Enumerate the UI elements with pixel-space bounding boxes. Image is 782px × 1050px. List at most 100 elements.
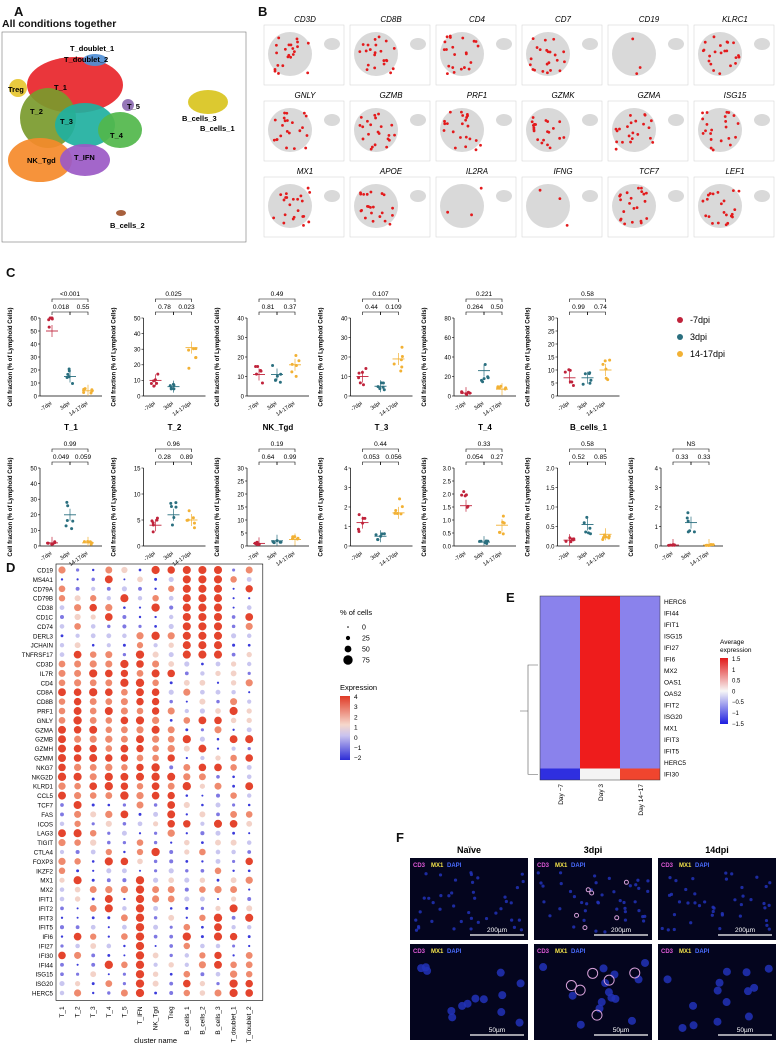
dot-plot-dot <box>153 934 158 939</box>
dot-plot-dot <box>120 707 128 715</box>
dot-plot-dot <box>168 652 174 658</box>
dot-plot-dot <box>137 821 143 827</box>
dot-plot-dot <box>169 991 174 995</box>
dot-plot-dot <box>120 914 128 922</box>
fraction-xtick: -7dpi <box>40 401 53 413</box>
dot-cluster-label: B_cells_3 <box>215 1006 222 1035</box>
dot-plot-dot <box>230 792 237 799</box>
dot-plot-dot <box>104 613 113 621</box>
dot-plot-dot <box>231 633 237 639</box>
heatmap-cell <box>580 607 620 619</box>
dot-plot-dot <box>169 934 174 939</box>
fraction-xtick: 3dpi <box>266 551 278 562</box>
fraction-xtick: -7dpi <box>557 401 570 413</box>
dot-plot-dot <box>60 972 64 977</box>
dot-plot-dot <box>182 650 191 659</box>
fraction-xtick: 3dpi <box>680 551 692 562</box>
fraction-xtick: -7dpi <box>143 551 156 563</box>
dot-plot-dot <box>92 869 95 872</box>
fraction-ylabel: Cell fraction (% of Lymphoid Cells) <box>112 457 118 556</box>
fraction-point <box>392 362 396 366</box>
fraction-ytick: 0 <box>241 394 245 400</box>
fraction-point <box>275 374 279 378</box>
fraction-xtick: 3dpi <box>163 401 175 412</box>
fraction-point <box>499 384 503 388</box>
dot-plot-dot <box>105 810 113 819</box>
dot-plot-dot <box>74 820 81 827</box>
fraction-point <box>400 345 404 349</box>
dot-plot-dot <box>168 661 175 667</box>
fraction-point <box>294 354 298 358</box>
dot-plot-dot <box>185 832 188 835</box>
dot-plot-dot <box>182 594 191 603</box>
feature-gene-label: TCF7 <box>639 167 660 176</box>
color-legend-label: 4 <box>354 694 358 701</box>
heatmap-cell <box>620 745 660 757</box>
dot-plot-dot <box>246 924 252 930</box>
dot-plot-dot <box>151 688 160 697</box>
fraction-point <box>290 370 294 374</box>
umap-cluster-label: T_2 <box>30 107 43 116</box>
dot-plot-dot <box>57 744 67 753</box>
fraction-point <box>156 372 160 376</box>
dot-plot-dot <box>60 634 64 638</box>
fraction-point <box>65 519 69 523</box>
fraction-ytick: 0 <box>344 544 348 550</box>
fraction-ylabel: Cell fraction (% of Lymphoid Cells) <box>422 307 428 406</box>
fraction-ytick: 30 <box>341 336 348 342</box>
dot-plot-dot <box>60 615 64 619</box>
heatmap-cell <box>620 768 660 780</box>
fraction-point <box>155 518 159 522</box>
dot-plot-dot <box>213 575 223 584</box>
micro-image: CD3 MX1 DAPI 200µm <box>658 858 776 940</box>
dot-plot-dot <box>201 794 204 797</box>
umap-cluster-blob <box>188 90 228 114</box>
dot-plot-dot <box>198 565 207 575</box>
dot-plot-dot <box>136 688 144 697</box>
dot-plot-dot <box>121 868 127 874</box>
feature-gene-label: CD8B <box>380 15 402 24</box>
fraction-point <box>187 366 191 370</box>
fraction-point <box>172 383 176 387</box>
dot-plot-dot <box>200 755 205 761</box>
dot-plot-dot <box>89 782 98 791</box>
dot-plot-dot <box>169 614 174 620</box>
dot-plot-dot <box>182 932 191 941</box>
dot-plot-dot <box>122 643 126 647</box>
dot-plot-dot <box>215 802 221 808</box>
p-value: 0.78 <box>158 304 171 311</box>
fraction-point <box>588 371 592 375</box>
fraction-ytick: 20 <box>341 355 348 361</box>
p-value: NS <box>686 441 696 448</box>
dot-plot-dot <box>152 594 159 602</box>
dot-plot-dot <box>120 678 129 687</box>
dot-plot-dot <box>199 811 206 818</box>
dot-plot-dot <box>231 689 236 695</box>
p-value: 0.19 <box>271 441 284 448</box>
feature-gene-label: CD4 <box>469 15 486 24</box>
dot-plot-dot <box>58 763 66 772</box>
fraction-xtick: -7dpi <box>247 401 260 413</box>
dot-plot-dot <box>167 829 175 837</box>
dot-plot-dot <box>231 746 236 751</box>
heatmap-gene-label: HERC5 <box>664 760 686 767</box>
dot-plot-dot <box>90 839 97 846</box>
micro-column-title: 14dpi <box>705 845 729 855</box>
scale-bar-label: 200µm <box>487 927 507 934</box>
dot-plot-dot <box>153 916 158 920</box>
dot-plot-dot <box>74 735 82 743</box>
p-value: 0.99 <box>64 441 77 448</box>
dot-plot-dot <box>215 971 221 977</box>
dot-plot-dot <box>105 660 113 668</box>
dot-plot-dot <box>154 615 157 619</box>
dot-plot-dot <box>245 913 254 922</box>
dot-plot-dot <box>90 633 96 639</box>
dot-plot-dot <box>120 810 129 819</box>
dot-plot-dot <box>107 831 111 835</box>
dot-plot-dot <box>104 782 113 791</box>
fraction-point <box>50 317 54 321</box>
dot-plot-dot <box>214 782 222 790</box>
dot-plot-dot <box>167 886 175 894</box>
dot-plot-dot <box>215 755 221 761</box>
dot-plot-dot <box>168 585 175 592</box>
